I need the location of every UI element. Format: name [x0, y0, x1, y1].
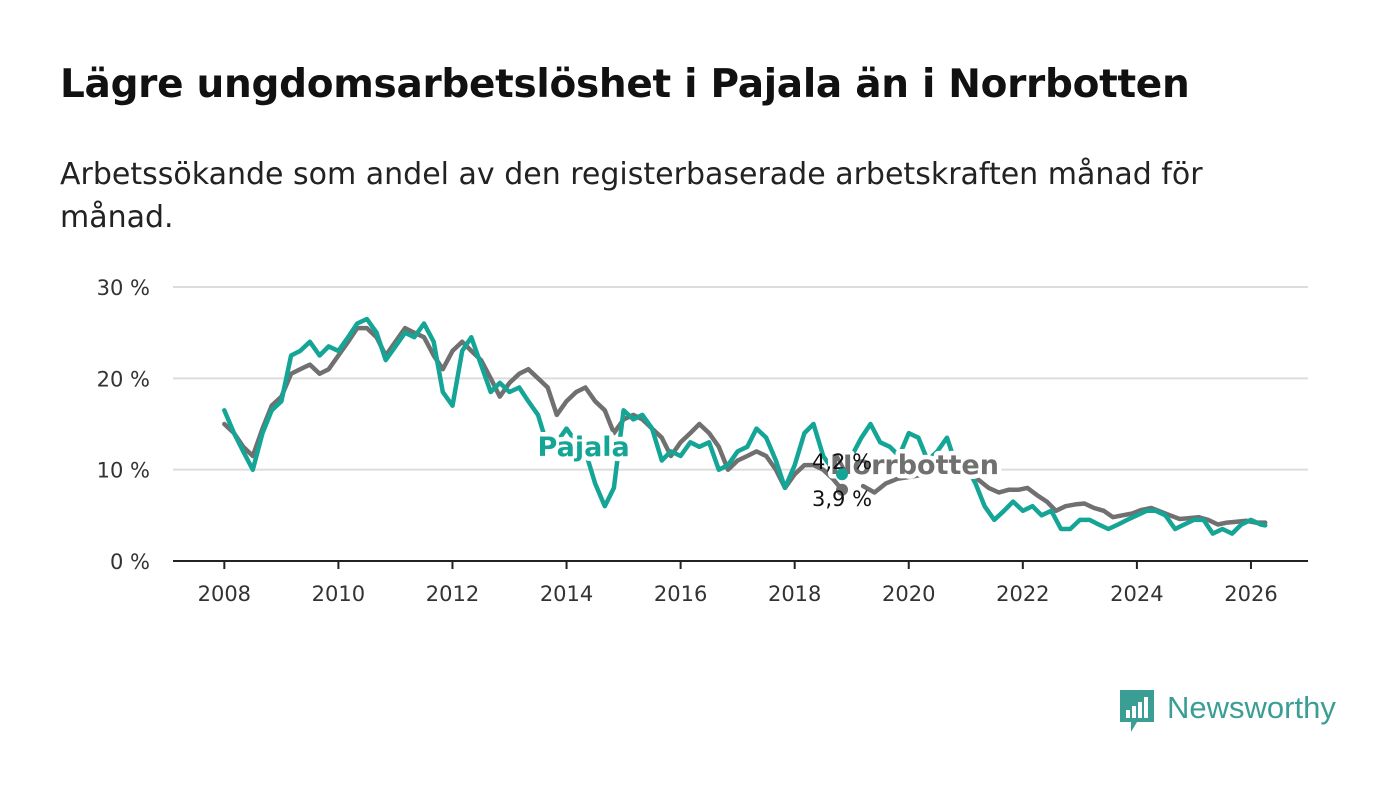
chart-subtitle: Arbetssökande som andel av den registerb… [60, 157, 1203, 235]
chart-title: Lägre ungdomsarbetslöshet i Pajala än i … [60, 62, 1190, 107]
grid-layer [173, 286, 1308, 471]
end-point-pajala [836, 468, 849, 481]
end-value-label-pajala: 3,9 % [812, 487, 872, 511]
series-label-norrbotten: Norrbotten [830, 450, 999, 481]
series-line-pajala [222, 316, 845, 509]
brand-name: Newsworthy [1167, 690, 1336, 725]
x-tick-label: 2018 [768, 582, 821, 606]
series-layer [222, 316, 1268, 536]
series-label-pajala: Pajala [538, 432, 630, 463]
x-tick-label: 2024 [1110, 582, 1163, 606]
series-line-norrbotten [222, 325, 845, 493]
end-point-norrbotten [836, 483, 849, 496]
x-tick-label: 2014 [540, 582, 593, 606]
y-tick-label: 10 % [97, 459, 150, 483]
series-line-pajala [849, 421, 1268, 536]
axis-layer: 0 % 10 % 20 % 30 % 2008 2010 2012 2014 2016 2018 2… [97, 276, 1308, 606]
y-tick-label: 0 % [110, 550, 150, 574]
y-tick-label: 20 % [97, 367, 150, 391]
series-label-halo: Norrbotten [830, 450, 999, 481]
x-tick-label: 2016 [654, 582, 707, 606]
x-tick-label: 2026 [1224, 582, 1277, 606]
x-tick-label: 2022 [996, 582, 1049, 606]
x-tick-label: 2012 [426, 582, 479, 606]
x-tick-label: 2008 [198, 582, 251, 606]
bar-chart-icon [1120, 690, 1154, 732]
series-label-halo: Pajala [538, 432, 630, 463]
newsworthy-logo: Newsworthy [1117, 688, 1347, 738]
y-tick-label: 30 % [97, 276, 150, 300]
x-tick-label: 2010 [312, 582, 365, 606]
x-tick-label: 2020 [882, 582, 935, 606]
